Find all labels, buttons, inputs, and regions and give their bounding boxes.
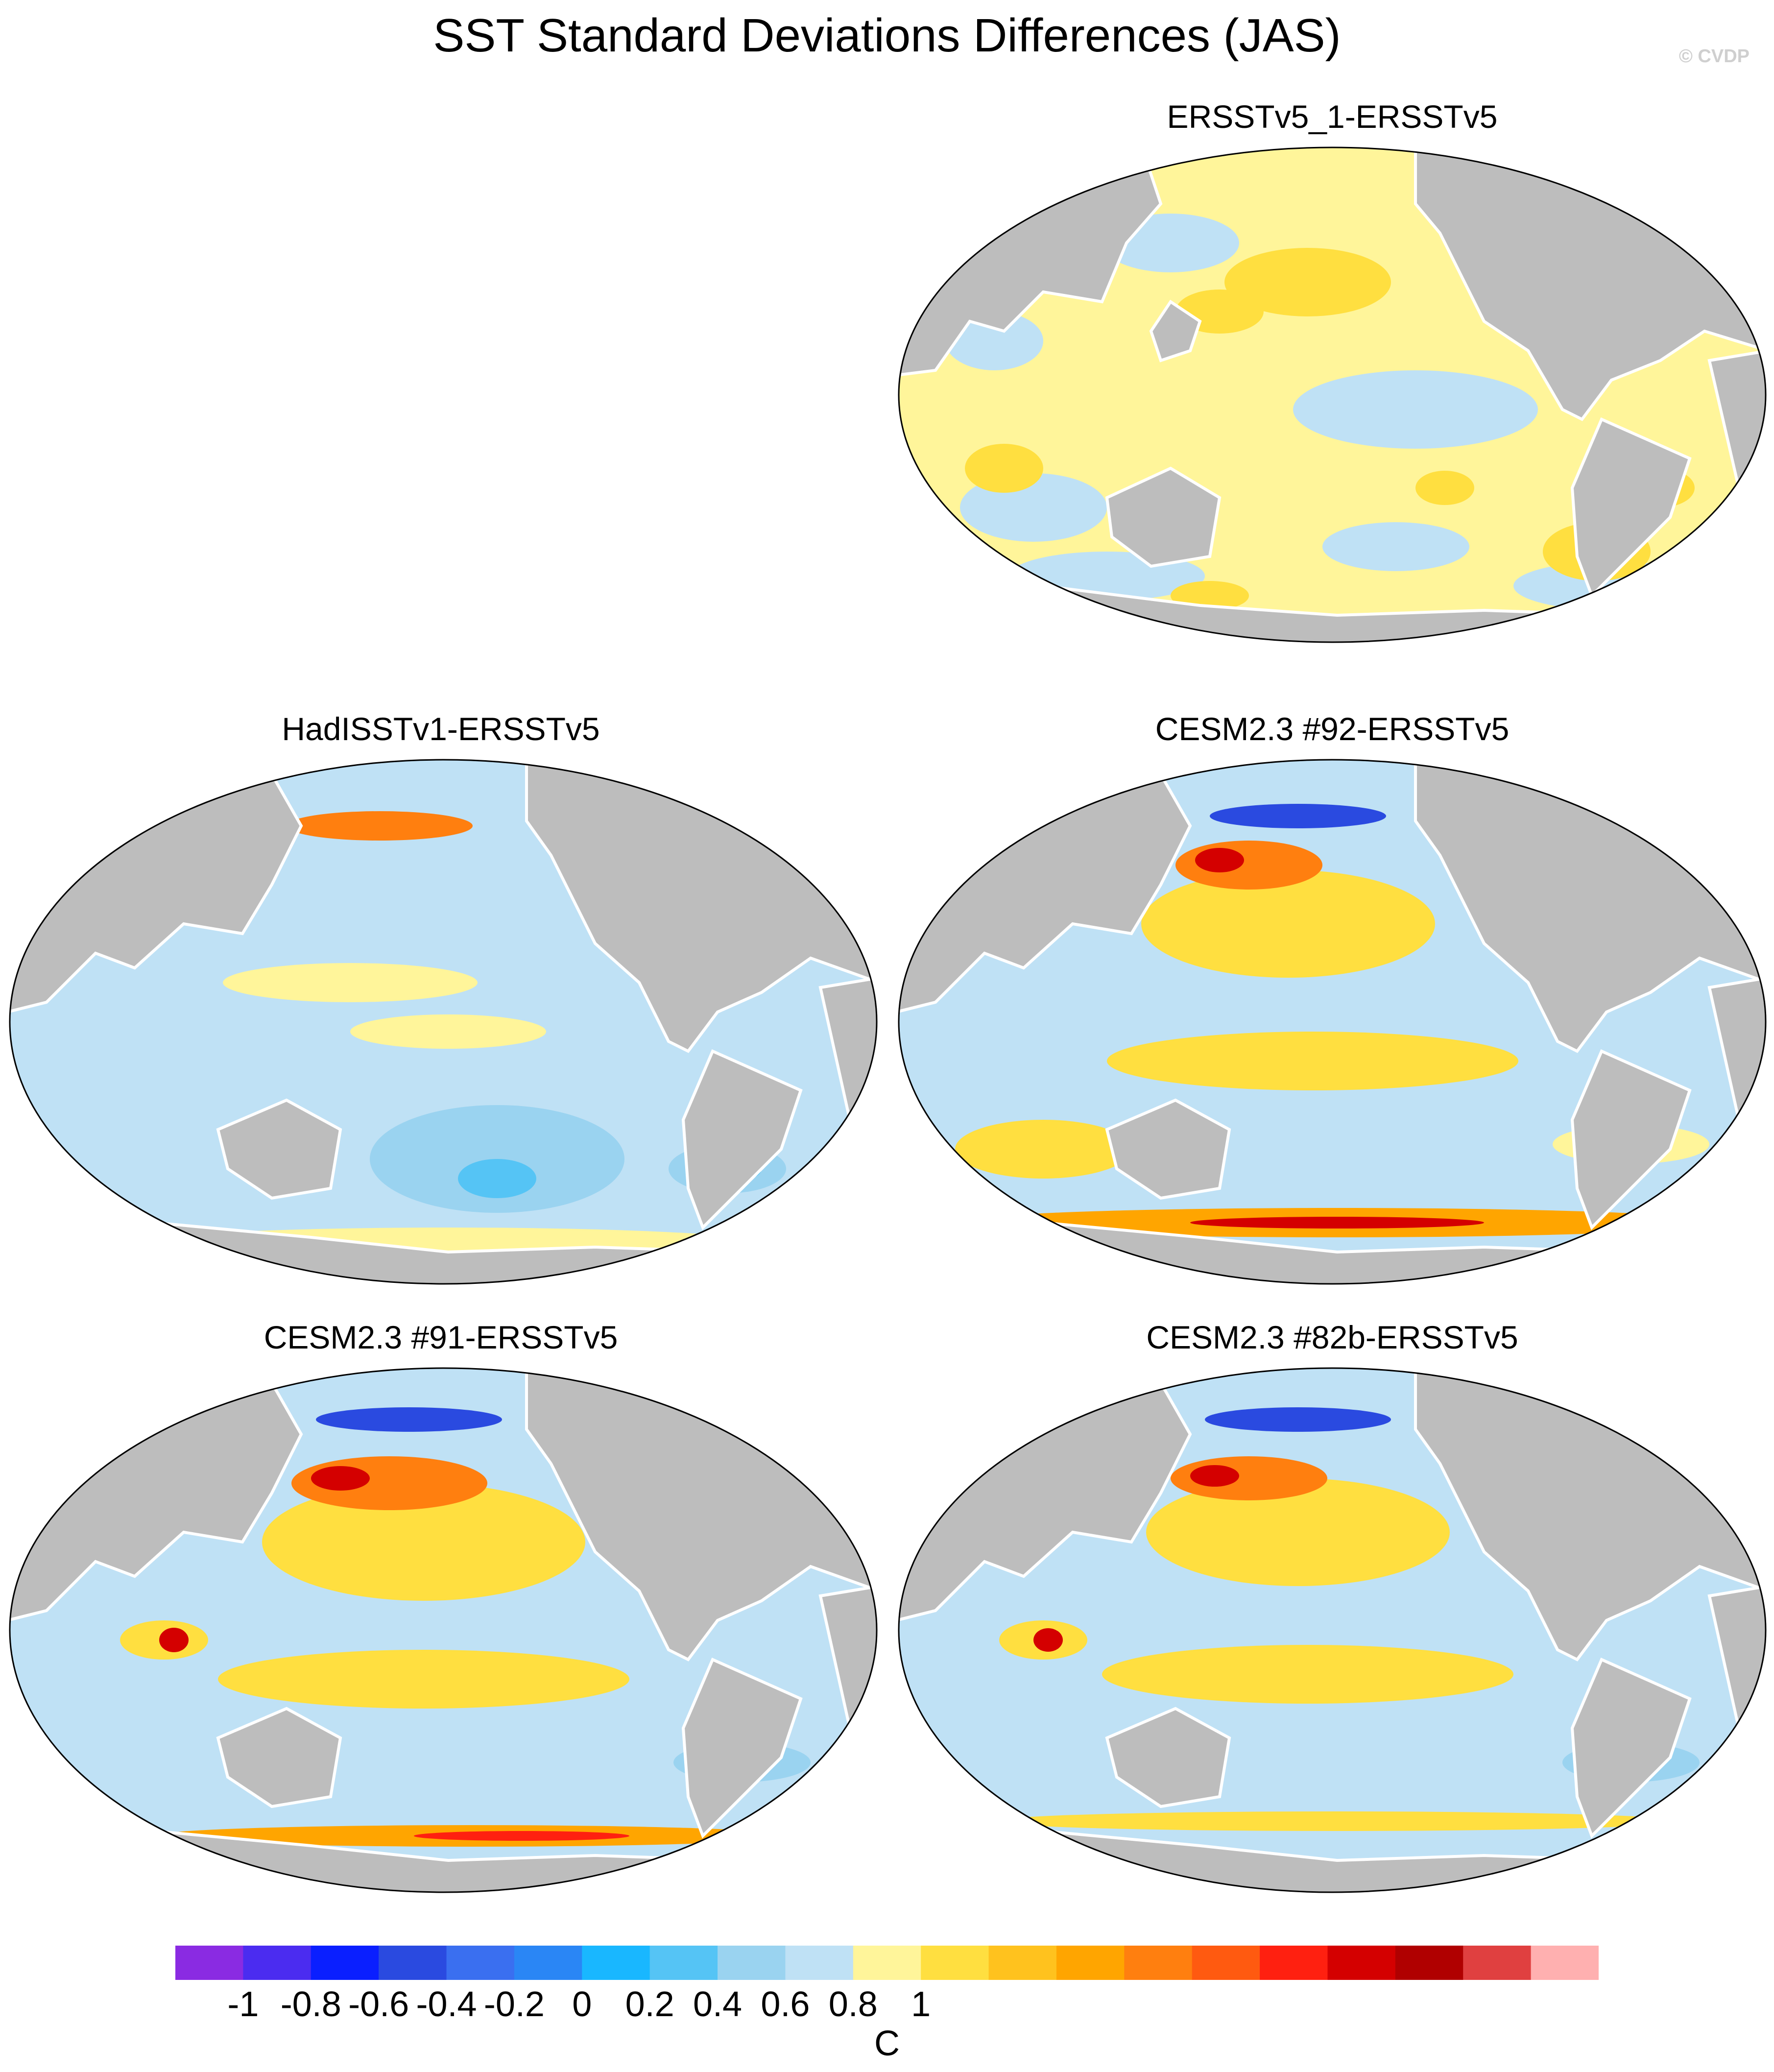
colorbar-swatch [243,1946,312,1980]
colorbar-swatch [1395,1946,1463,1980]
colorbar-swatch [311,1946,379,1980]
colorbar-swatch [1056,1946,1125,1980]
panel-title-cesm82b: CESM2.3 #82b-ERSSTv5 [1146,1319,1518,1355]
anomaly-patch [955,1120,1131,1179]
colorbar-tick-label: 0.4 [693,1985,743,2024]
anomaly-patch [1322,522,1469,571]
colorbar-tick-label: -0.4 [416,1985,477,2024]
anomaly-patch [965,444,1043,493]
colorbar-swatch [1327,1946,1396,1980]
anomaly-patch [218,1650,629,1709]
colorbar-tick-label: 0.6 [761,1985,810,2024]
colorbar-tick-label: 0.2 [625,1985,674,2024]
panel-title-cesm92: CESM2.3 #92-ERSSTv5 [1155,711,1510,747]
anomaly-patch [1107,1032,1518,1090]
colorbar-units: C [874,2024,900,2063]
anomaly-patch [1141,870,1435,978]
anomaly-patch [1146,1478,1450,1586]
colorbar-tick-label: -0.6 [348,1985,409,2024]
colorbar-tick-label: 0 [572,1985,592,2024]
anomaly-patch [1102,1645,1513,1704]
panel-title-ersstv5-1: ERSSTv5_1-ERSSTv5 [1167,98,1498,135]
anomaly-patch [994,1811,1680,1831]
colorbar-swatch [1260,1946,1328,1980]
anomaly-patch [223,963,478,1002]
anomaly-patch [262,1483,585,1601]
colorbar-swatch [446,1946,515,1980]
colorbar-swatch [921,1946,989,1980]
colorbar-swatch [1531,1946,1599,1980]
anomaly-patch [458,1159,536,1198]
colorbar-swatch [1463,1946,1532,1980]
panel-title-hadisstv1: HadISSTv1-ERSSTv5 [282,711,600,747]
colorbar-swatch [785,1946,854,1980]
map-border [9,759,878,1285]
map-border [9,1367,878,1893]
colorbar-swatch [853,1946,921,1980]
map-border [898,759,1767,1285]
colorbar-swatch [1192,1946,1260,1980]
anomaly-patch [1210,804,1386,828]
anomaly-patch [1415,471,1474,505]
anomaly-patch [1190,1465,1239,1487]
cvdp-watermark: © CVDP [1678,46,1750,67]
anomaly-patch [1205,1407,1391,1432]
map-cesm91 [9,1367,878,1893]
map-border [898,1367,1767,1893]
anomaly-patch [414,1831,629,1841]
colorbar-swatch [379,1946,447,1980]
anomaly-patch [1224,248,1391,316]
colorbar-swatch [175,1946,243,1980]
anomaly-patch [316,1407,502,1432]
colorbar-tick-label: -0.2 [483,1985,545,2024]
anomaly-patch [1033,1628,1063,1652]
colorbar-tick-label: -0.8 [280,1985,341,2024]
panel-title-cesm91: CESM2.3 #91-ERSSTv5 [264,1319,618,1355]
colorbar-tick-label: -1 [227,1985,259,2024]
colorbar-swatch [514,1946,582,1980]
figure-title: SST Standard Deviations Differences (JAS… [433,9,1341,62]
map-border [898,146,1767,643]
map-ersstv5-1 [898,146,1767,643]
colorbar-swatch [988,1946,1057,1980]
anomaly-patch [350,1014,546,1049]
colorbar-swatch [649,1946,718,1980]
colorbar-swatch [718,1946,786,1980]
anomaly-patch [287,811,473,841]
colorbar [175,1946,1599,1980]
anomaly-patch [311,1466,370,1491]
anomaly-patch [159,1628,189,1652]
map-hadisstv1 [9,759,878,1285]
map-cesm92 [898,759,1767,1285]
colorbar-tick-label: 0.8 [828,1985,878,2024]
map-cesm82b [898,1367,1767,1893]
colorbar-swatch [582,1946,650,1980]
anomaly-patch [1293,370,1538,449]
anomaly-patch [1195,848,1244,872]
anomaly-patch [1190,1217,1484,1229]
colorbar-swatch [1124,1946,1193,1980]
anomaly-patch [945,312,1043,370]
colorbar-tick-label: 1 [911,1985,931,2024]
